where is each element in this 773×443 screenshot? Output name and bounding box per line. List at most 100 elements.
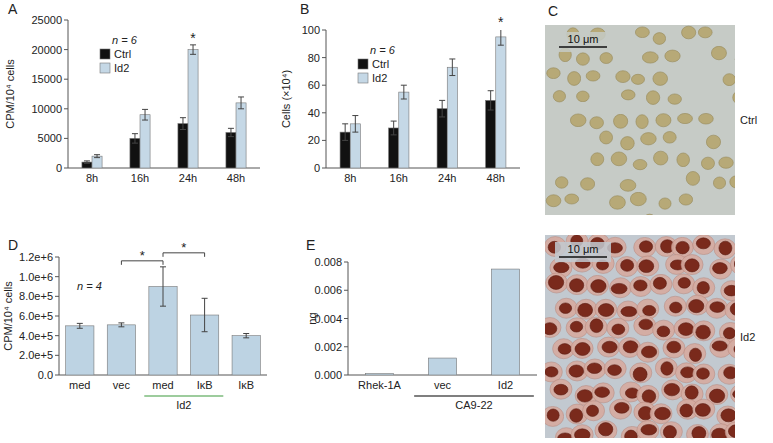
error-cap <box>449 75 455 76</box>
micrograph-background <box>545 25 735 215</box>
nucleus <box>701 157 714 169</box>
nucleus <box>621 307 637 317</box>
error-bar <box>352 116 358 133</box>
bar <box>428 358 456 375</box>
error-cap <box>391 121 397 122</box>
group-line <box>144 395 223 396</box>
nucleus <box>723 328 735 339</box>
y-tick-label: 2.0e+5 <box>19 349 53 361</box>
error-bar <box>132 134 138 143</box>
cytoplasm <box>681 255 703 275</box>
y-tick <box>344 262 348 263</box>
nucleus <box>642 52 658 63</box>
y-tick-label: 0 <box>56 162 62 174</box>
error-cap <box>401 85 407 86</box>
cytoplasm <box>662 380 684 400</box>
x-tick-label: med <box>69 379 90 391</box>
scale-bar <box>559 256 607 258</box>
panel-label: B <box>300 1 309 17</box>
x-tick-label: Id2 <box>498 379 513 391</box>
error-cap <box>439 100 445 101</box>
bar <box>491 269 519 375</box>
nucleus <box>621 137 635 150</box>
nucleus <box>661 362 673 376</box>
legend-label: Id2 <box>114 62 129 74</box>
y-tick-label: 0 <box>314 162 320 174</box>
y-axis-label: CPM/10⁴ cells <box>2 281 14 351</box>
nucleus <box>547 409 559 421</box>
error-line <box>355 116 356 133</box>
y-tick <box>322 112 326 113</box>
cytoplasm <box>728 338 735 358</box>
cytoplasm <box>545 406 564 426</box>
error-cap <box>342 123 348 124</box>
nucleus <box>600 131 613 144</box>
nucleus <box>568 72 581 86</box>
panel-label: C <box>548 3 558 19</box>
cytoplasm <box>545 317 561 337</box>
cytoplasm <box>550 379 572 399</box>
nucleus <box>625 430 638 438</box>
scale-bar-backdrop <box>555 32 611 52</box>
legend-swatch <box>358 73 368 83</box>
error-cap <box>498 45 504 46</box>
error-bar <box>228 128 234 136</box>
error-bar <box>84 161 90 163</box>
nucleus <box>639 260 654 273</box>
x-tick-label: 24h <box>438 172 456 184</box>
nucleus <box>670 302 682 313</box>
cytoplasm <box>637 342 659 362</box>
bars <box>82 45 246 168</box>
nucleus <box>695 404 710 417</box>
error-cap <box>488 90 494 91</box>
bars <box>365 269 519 375</box>
error-line <box>490 91 491 110</box>
y-tick-label: 8.0e+5 <box>19 290 53 302</box>
bracket-end <box>204 253 205 257</box>
nucleus <box>678 278 690 289</box>
nucleus <box>724 367 735 379</box>
nucleus <box>733 389 735 399</box>
y-tick <box>64 79 68 80</box>
cytoplasm <box>655 358 677 378</box>
cytoplasm <box>673 274 695 294</box>
nucleus <box>608 365 622 376</box>
y-tick <box>55 355 59 356</box>
nucleus <box>734 257 735 271</box>
error-bar <box>401 85 407 99</box>
y-tick <box>64 108 68 109</box>
nucleus <box>587 363 601 374</box>
chart: 0.0000.0020.0040.0060.008Rhek-1AvecId2En… <box>306 237 537 411</box>
error-line <box>452 59 453 76</box>
error-cap <box>160 266 166 267</box>
nucleus <box>581 178 595 190</box>
nucleus <box>699 113 714 124</box>
nucleus <box>545 323 557 335</box>
annotation: * <box>190 30 196 46</box>
legend-swatch <box>100 49 110 59</box>
nucleus <box>610 196 626 209</box>
bracket-end <box>163 253 164 257</box>
error-bar <box>77 323 83 328</box>
chart: 0204060801008h16h24h48hBCells (×10⁴)n = … <box>280 1 520 184</box>
nucleus <box>611 283 627 293</box>
nucleus <box>646 91 659 105</box>
nucleus <box>696 325 711 339</box>
error-cap <box>190 54 196 55</box>
x-tick-label: vec <box>113 379 131 391</box>
nucleus <box>719 157 733 168</box>
nucleus <box>598 304 614 317</box>
y-tick-label: 4.0e+5 <box>19 330 53 342</box>
nucleus <box>697 282 709 294</box>
nucleus <box>578 303 593 316</box>
cytoplasm <box>592 383 614 403</box>
y-tick <box>64 138 68 139</box>
image-panel: C10 μmCtrl10 μmId2 <box>539 3 757 443</box>
nucleus <box>659 198 671 209</box>
error-bar <box>160 267 166 306</box>
y-tick-label: 60 <box>308 79 320 91</box>
y-tick <box>344 375 348 376</box>
cytoplasm <box>653 320 675 340</box>
nucleus <box>565 194 579 204</box>
legend: CtrlId2 <box>100 48 131 74</box>
